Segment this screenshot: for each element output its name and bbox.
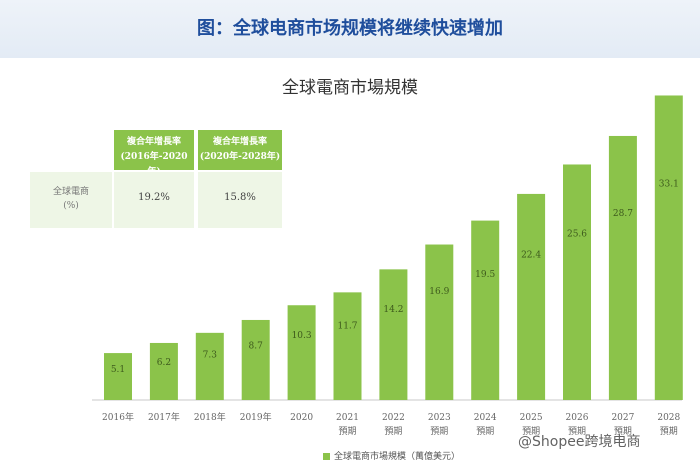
banner-title: 图：全球电商市场规模将继续快速增加 <box>197 18 503 39</box>
x-tick-label-4: 2020 <box>290 413 313 423</box>
cagr-value-2016-2020: 19.2% <box>138 192 170 203</box>
cagr-value-2020-2028: 15.8% <box>224 192 256 203</box>
x-tick-label-2: 2018年 <box>194 411 226 423</box>
legend-swatch <box>323 453 330 460</box>
chart-legend: 全球電商市場規模（萬億美元） <box>323 449 460 462</box>
cagr-row-label: 全球電商 <box>52 187 89 197</box>
cagr-value-cell-1: 19.2% <box>114 172 194 228</box>
x-tick-label-5: 2021 <box>336 413 359 423</box>
bar-12 <box>654 95 683 400</box>
cagr-value-cell-2: 15.8% <box>198 172 282 228</box>
cagr-header-label: 複合年增長率 <box>126 137 181 147</box>
bar-value-label-8: 19.5 <box>475 270 495 280</box>
bar-4 <box>287 305 316 400</box>
x-tick-label-11-sub: 預期 <box>614 426 632 437</box>
bar-6 <box>379 269 408 400</box>
x-tick-label-10-sub: 預期 <box>568 426 586 437</box>
bar-7 <box>425 244 454 400</box>
legend-label: 全球電商市場規模（萬億美元） <box>334 452 461 462</box>
x-tick-label-8: 2024 <box>474 413 497 423</box>
bar-value-label-11: 28.7 <box>613 209 633 219</box>
cagr-header-period: (2020年-2028年) <box>199 152 281 162</box>
cagr-header-2020-2028: 複合年增長率 (2020年-2028年) <box>198 130 282 170</box>
x-tick-label-12: 2028 <box>657 413 680 423</box>
bar-5 <box>333 292 362 400</box>
bar-11 <box>608 135 637 400</box>
cagr-row-unit: (%) <box>63 201 79 211</box>
bar-value-label-9: 22.4 <box>521 251 541 261</box>
x-tick-label-9-sub: 預期 <box>522 426 540 437</box>
bar-value-label-3: 8.7 <box>249 341 264 351</box>
cagr-row-label-cell: 全球電商 (%) <box>30 172 112 228</box>
x-tick-label-10: 2026 <box>566 413 589 423</box>
bar-value-label-5: 11.7 <box>337 321 357 331</box>
bar-value-label-1: 6.2 <box>157 358 171 368</box>
x-tick-label-11: 2027 <box>611 413 634 423</box>
x-tick-label-1: 2017年 <box>148 411 180 423</box>
x-tick-label-3: 2019年 <box>240 411 272 423</box>
bar-value-label-4: 10.3 <box>292 331 312 341</box>
chart-title: 全球電商市場規模 <box>282 78 418 98</box>
bar-1 <box>149 342 178 400</box>
bar-value-label-2: 7.3 <box>203 351 218 361</box>
bar-9 <box>517 193 546 400</box>
x-tick-label-6: 2022 <box>382 413 405 423</box>
bar-3 <box>241 319 270 400</box>
x-tick-label-0: 2016年 <box>102 411 134 423</box>
x-tick-label-6-sub: 預期 <box>384 426 402 437</box>
bar-value-label-10: 25.6 <box>567 229 587 239</box>
bar-10 <box>563 164 591 400</box>
x-tick-label-9: 2025 <box>520 413 543 423</box>
cagr-table: 複合年增長率 (2016年-2020年) 複合年增長率 (2020年-2028年… <box>30 130 282 228</box>
x-tick-label-5-sub: 預期 <box>338 426 356 437</box>
title-banner: 图：全球电商市场规模将继续快速增加 <box>0 0 700 58</box>
watermark: @Shopee跨境电商 <box>518 434 641 450</box>
bar-value-label-6: 14.2 <box>383 305 403 315</box>
x-tick-label-8-sub: 預期 <box>476 426 494 437</box>
bar-value-label-7: 16.9 <box>429 287 449 297</box>
bar-0 <box>104 353 132 400</box>
cagr-header-label: 複合年增長率 <box>212 137 267 147</box>
x-tick-label-7-sub: 預期 <box>430 426 448 437</box>
bar-value-label-12: 33.1 <box>659 180 679 190</box>
x-tick-label-7: 2023 <box>428 413 451 423</box>
bar-2 <box>195 332 224 400</box>
bar-value-label-0: 5.1 <box>111 365 125 375</box>
bar-8 <box>471 220 500 400</box>
x-tick-label-12-sub: 預期 <box>660 426 678 437</box>
